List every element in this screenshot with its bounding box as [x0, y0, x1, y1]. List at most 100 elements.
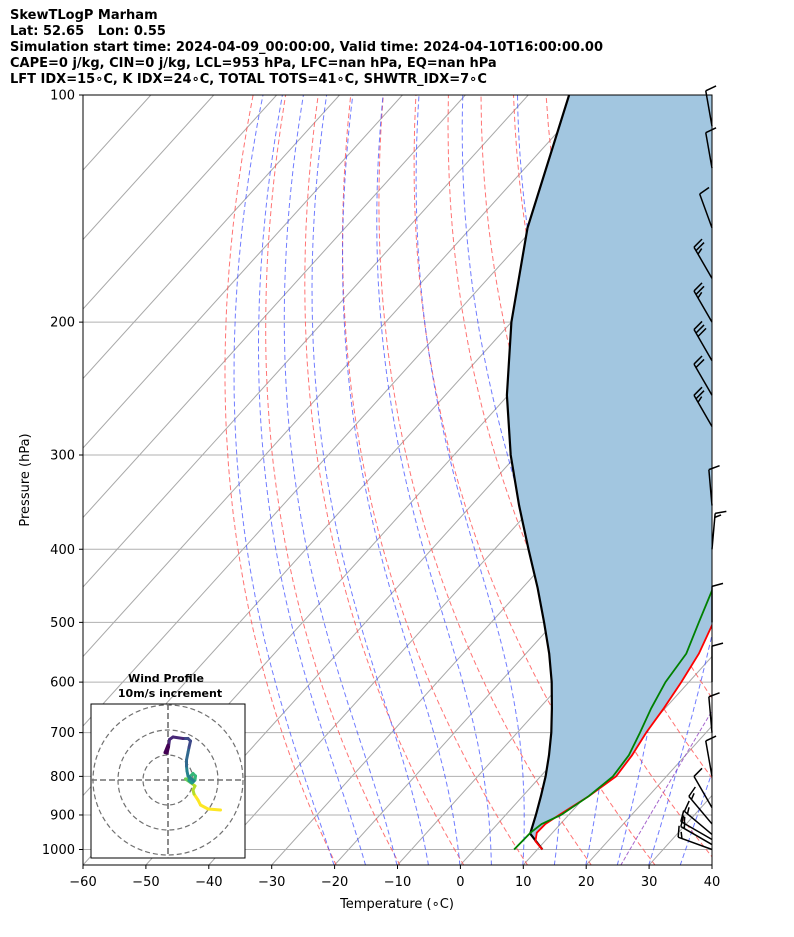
- location-label: Lat: 52.65 Lon: 0.55: [10, 24, 166, 39]
- barb-feather: [705, 735, 717, 742]
- wind-barb: [693, 282, 713, 323]
- y-tick-label: 700: [50, 726, 75, 741]
- wind-barb: [693, 320, 713, 362]
- barb-shaft: [680, 825, 713, 846]
- time-label: Simulation start time: 2024-04-09_00:00:…: [10, 40, 603, 55]
- wind-barb: [693, 355, 713, 396]
- x-tick-label: 40: [704, 875, 721, 890]
- dry-adiabat: [265, 95, 401, 865]
- mixing-ratio-line: [718, 455, 794, 866]
- wind-barb: [693, 767, 713, 808]
- wind-barb: [693, 238, 713, 279]
- header: SkewTLogP Marham Lat: 52.65 Lon: 0.55 Si…: [10, 8, 603, 88]
- wind-barb: [708, 692, 720, 733]
- barb-feather: [677, 825, 680, 838]
- hodograph-segment: [171, 735, 185, 740]
- barb-shaft: [677, 836, 713, 851]
- barb-feather: [715, 510, 727, 515]
- barb-feather: [695, 242, 705, 252]
- moist-adiabat: [233, 95, 335, 865]
- barb-shaft: [693, 329, 713, 362]
- wind-barb: [688, 786, 713, 825]
- dewpoint-profile: [513, 588, 712, 851]
- dry-adiabat: [741, 95, 794, 866]
- barb-feather: [697, 396, 703, 403]
- wind-barb: [711, 510, 727, 550]
- y-tick-label: 500: [50, 616, 75, 631]
- isotherm-line: [83, 95, 592, 658]
- moist-adiabat: [311, 95, 429, 865]
- wind-barb: [683, 800, 713, 835]
- stability-shading: [506, 95, 712, 850]
- x-tick-label: −10: [384, 875, 411, 890]
- wind-barb: [698, 186, 713, 229]
- isotherm-line: [396, 516, 712, 865]
- barb-feather: [699, 186, 710, 195]
- isotherm-line: [585, 725, 712, 865]
- barb-feather: [697, 248, 703, 255]
- x-tick-label: 30: [641, 875, 658, 890]
- y-axis-label: Pressure (hPa): [18, 433, 33, 526]
- barb-shaft: [693, 290, 713, 323]
- parcel-profile: [505, 95, 571, 851]
- isotherm-line: [83, 95, 529, 588]
- barb-shaft: [693, 776, 713, 808]
- barb-feather: [711, 582, 724, 588]
- x-axis-label: Temperature (∘C): [339, 897, 454, 912]
- barb-shaft: [708, 469, 713, 506]
- barb-shaft: [711, 513, 716, 550]
- barb-feather: [680, 815, 685, 827]
- inset-subtitle: 10m/s increment: [118, 687, 222, 700]
- barb-feather: [695, 390, 705, 400]
- barb-shaft: [680, 820, 713, 841]
- wind-profile-inset: Wind Profile 10m/s increment: [90, 672, 246, 859]
- dry-adiabat: [413, 95, 656, 865]
- wind-barb: [711, 582, 724, 623]
- moist-adiabat: [711, 862, 712, 865]
- x-tick-label: −60: [69, 875, 96, 890]
- barb-feather: [697, 327, 707, 338]
- barb-feather: [714, 514, 722, 519]
- barb-feather: [705, 85, 717, 92]
- barb-feather: [693, 767, 703, 777]
- barb-feather: [693, 320, 703, 331]
- barb-shaft: [705, 740, 713, 777]
- barb-shaft: [693, 363, 713, 396]
- barb-feather: [708, 464, 720, 471]
- x-tick-label: −20: [321, 875, 348, 890]
- mixing-ratio-line: [620, 709, 712, 865]
- barb-feather: [680, 810, 685, 822]
- x-tick-label: −40: [195, 875, 222, 890]
- wind-barb: [680, 810, 713, 841]
- barb-shaft: [705, 132, 713, 169]
- y-tick-label: 800: [50, 770, 75, 785]
- isotherm-line: [711, 864, 712, 865]
- dry-adiabat: [513, 95, 712, 699]
- x-tick-label: −30: [258, 875, 285, 890]
- wind-barb: [705, 85, 717, 127]
- barb-shaft: [708, 696, 713, 733]
- x-tick-label: −50: [132, 875, 159, 890]
- moist-adiabat: [679, 771, 712, 865]
- moist-adiabat: [461, 95, 564, 865]
- barb-shaft: [683, 810, 713, 835]
- y-tick-label: 100: [50, 89, 75, 104]
- barb-feather: [693, 238, 703, 248]
- barb-feather: [688, 786, 696, 797]
- barb-feather: [708, 692, 720, 698]
- inset-title: Wind Profile: [128, 672, 204, 685]
- barb-feather: [680, 831, 683, 839]
- dry-adiabat: [447, 95, 712, 858]
- barb-feather: [711, 642, 724, 647]
- moist-adiabat: [341, 95, 461, 865]
- isotherm-line: [83, 95, 340, 380]
- x-tick-label: 20: [578, 875, 595, 890]
- chart-title: SkewTLogP Marham: [10, 8, 158, 23]
- y-tick-label: 600: [50, 676, 75, 691]
- barb-feather: [693, 282, 703, 292]
- y-tick-label: 1000: [42, 843, 75, 858]
- barb-feather: [695, 285, 705, 295]
- isotherm-line: [83, 95, 215, 241]
- x-tick-label: 0: [456, 875, 464, 890]
